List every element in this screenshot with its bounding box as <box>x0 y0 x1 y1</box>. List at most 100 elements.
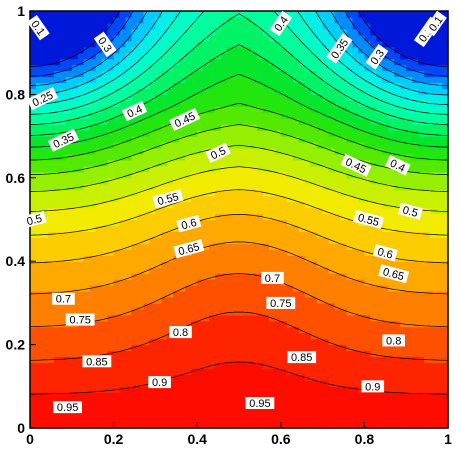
field-cell <box>59 416 67 423</box>
field-cell <box>370 350 377 358</box>
field-cell <box>316 136 324 143</box>
field-cell <box>424 58 431 66</box>
field-cell <box>322 52 330 60</box>
field-cell <box>155 189 162 197</box>
field-cell <box>239 386 246 393</box>
field-cell <box>83 142 91 149</box>
field-cell <box>328 326 336 334</box>
field-cell <box>119 94 127 101</box>
field-cell <box>418 213 425 221</box>
field-cell <box>442 46 449 54</box>
field-cell <box>388 118 395 125</box>
field-cell <box>143 58 151 66</box>
field-cell <box>412 58 419 66</box>
field-cell <box>83 285 91 292</box>
contour-label-text: 0.6 <box>180 217 198 233</box>
y-tick-label: 0 <box>17 420 25 436</box>
field-cell <box>412 177 419 185</box>
field-cell <box>406 267 413 274</box>
field-cell <box>394 344 401 352</box>
field-cell <box>310 195 318 203</box>
field-cell <box>376 165 383 173</box>
field-cell <box>316 255 324 262</box>
field-cell <box>101 195 109 203</box>
field-cell <box>119 326 127 334</box>
field-cell <box>280 94 288 101</box>
field-cell <box>107 189 115 197</box>
field-cell <box>239 88 246 95</box>
field-cell <box>197 46 204 54</box>
field-cell <box>334 374 342 381</box>
field-cell <box>83 374 91 381</box>
field-cell <box>83 398 91 405</box>
field-cell <box>215 171 222 179</box>
field-cell <box>382 136 389 143</box>
field-cell <box>430 350 437 358</box>
field-cell <box>59 386 67 393</box>
field-cell <box>131 362 139 370</box>
field-cell <box>119 392 127 399</box>
field-cell <box>131 267 139 274</box>
field-cell <box>239 58 246 66</box>
field-cell <box>370 46 377 54</box>
field-cell <box>316 22 324 30</box>
field-cell <box>292 374 300 381</box>
field-cell <box>65 100 73 107</box>
field-cell <box>233 195 240 203</box>
field-cell <box>358 350 365 358</box>
field-cell <box>83 130 91 137</box>
field-cell <box>304 94 312 101</box>
field-cell <box>328 207 336 215</box>
field-cell <box>227 165 234 173</box>
field-cell <box>149 177 156 185</box>
field-cell <box>310 219 318 227</box>
field-cell <box>101 344 109 352</box>
field-cell <box>161 40 168 48</box>
field-cell <box>328 177 336 185</box>
field-cell <box>233 34 240 42</box>
field-cell <box>280 267 288 274</box>
field-cell <box>53 422 61 429</box>
field-cell <box>310 302 318 310</box>
field-cell <box>394 225 401 233</box>
field-cell <box>71 386 79 393</box>
field-cell <box>274 392 282 399</box>
field-cell <box>310 100 318 107</box>
field-cell <box>149 404 156 411</box>
field-cell <box>197 130 204 137</box>
field-cell <box>30 11 37 18</box>
field-cell <box>244 374 252 381</box>
field-cell <box>71 58 79 66</box>
field-cell <box>95 183 103 191</box>
field-cell <box>322 189 330 197</box>
field-cell <box>179 380 186 387</box>
field-cell <box>155 368 162 375</box>
field-cell <box>376 159 383 167</box>
field-cell <box>334 392 342 399</box>
field-cell <box>95 255 103 262</box>
field-cell <box>161 326 168 334</box>
field-cell <box>101 219 109 227</box>
field-cell <box>71 189 79 197</box>
field-cell <box>35 52 43 60</box>
field-cell <box>131 148 139 155</box>
field-cell <box>113 213 121 221</box>
field-cell <box>406 350 413 358</box>
field-cell <box>268 100 276 107</box>
field-cell <box>83 201 91 209</box>
field-cell <box>436 201 443 209</box>
field-cell <box>185 34 192 42</box>
field-cell <box>191 362 198 370</box>
field-cell <box>430 153 437 161</box>
field-cell <box>125 58 133 66</box>
field-cell <box>30 422 37 429</box>
field-cell <box>388 76 395 84</box>
field-cell <box>292 314 300 322</box>
field-cell <box>346 410 354 417</box>
field-cell <box>227 201 234 209</box>
field-cell <box>310 130 318 137</box>
field-cell <box>149 219 156 227</box>
field-cell <box>209 171 216 179</box>
x-tick-label: 1 <box>444 431 452 447</box>
field-cell <box>346 344 354 352</box>
